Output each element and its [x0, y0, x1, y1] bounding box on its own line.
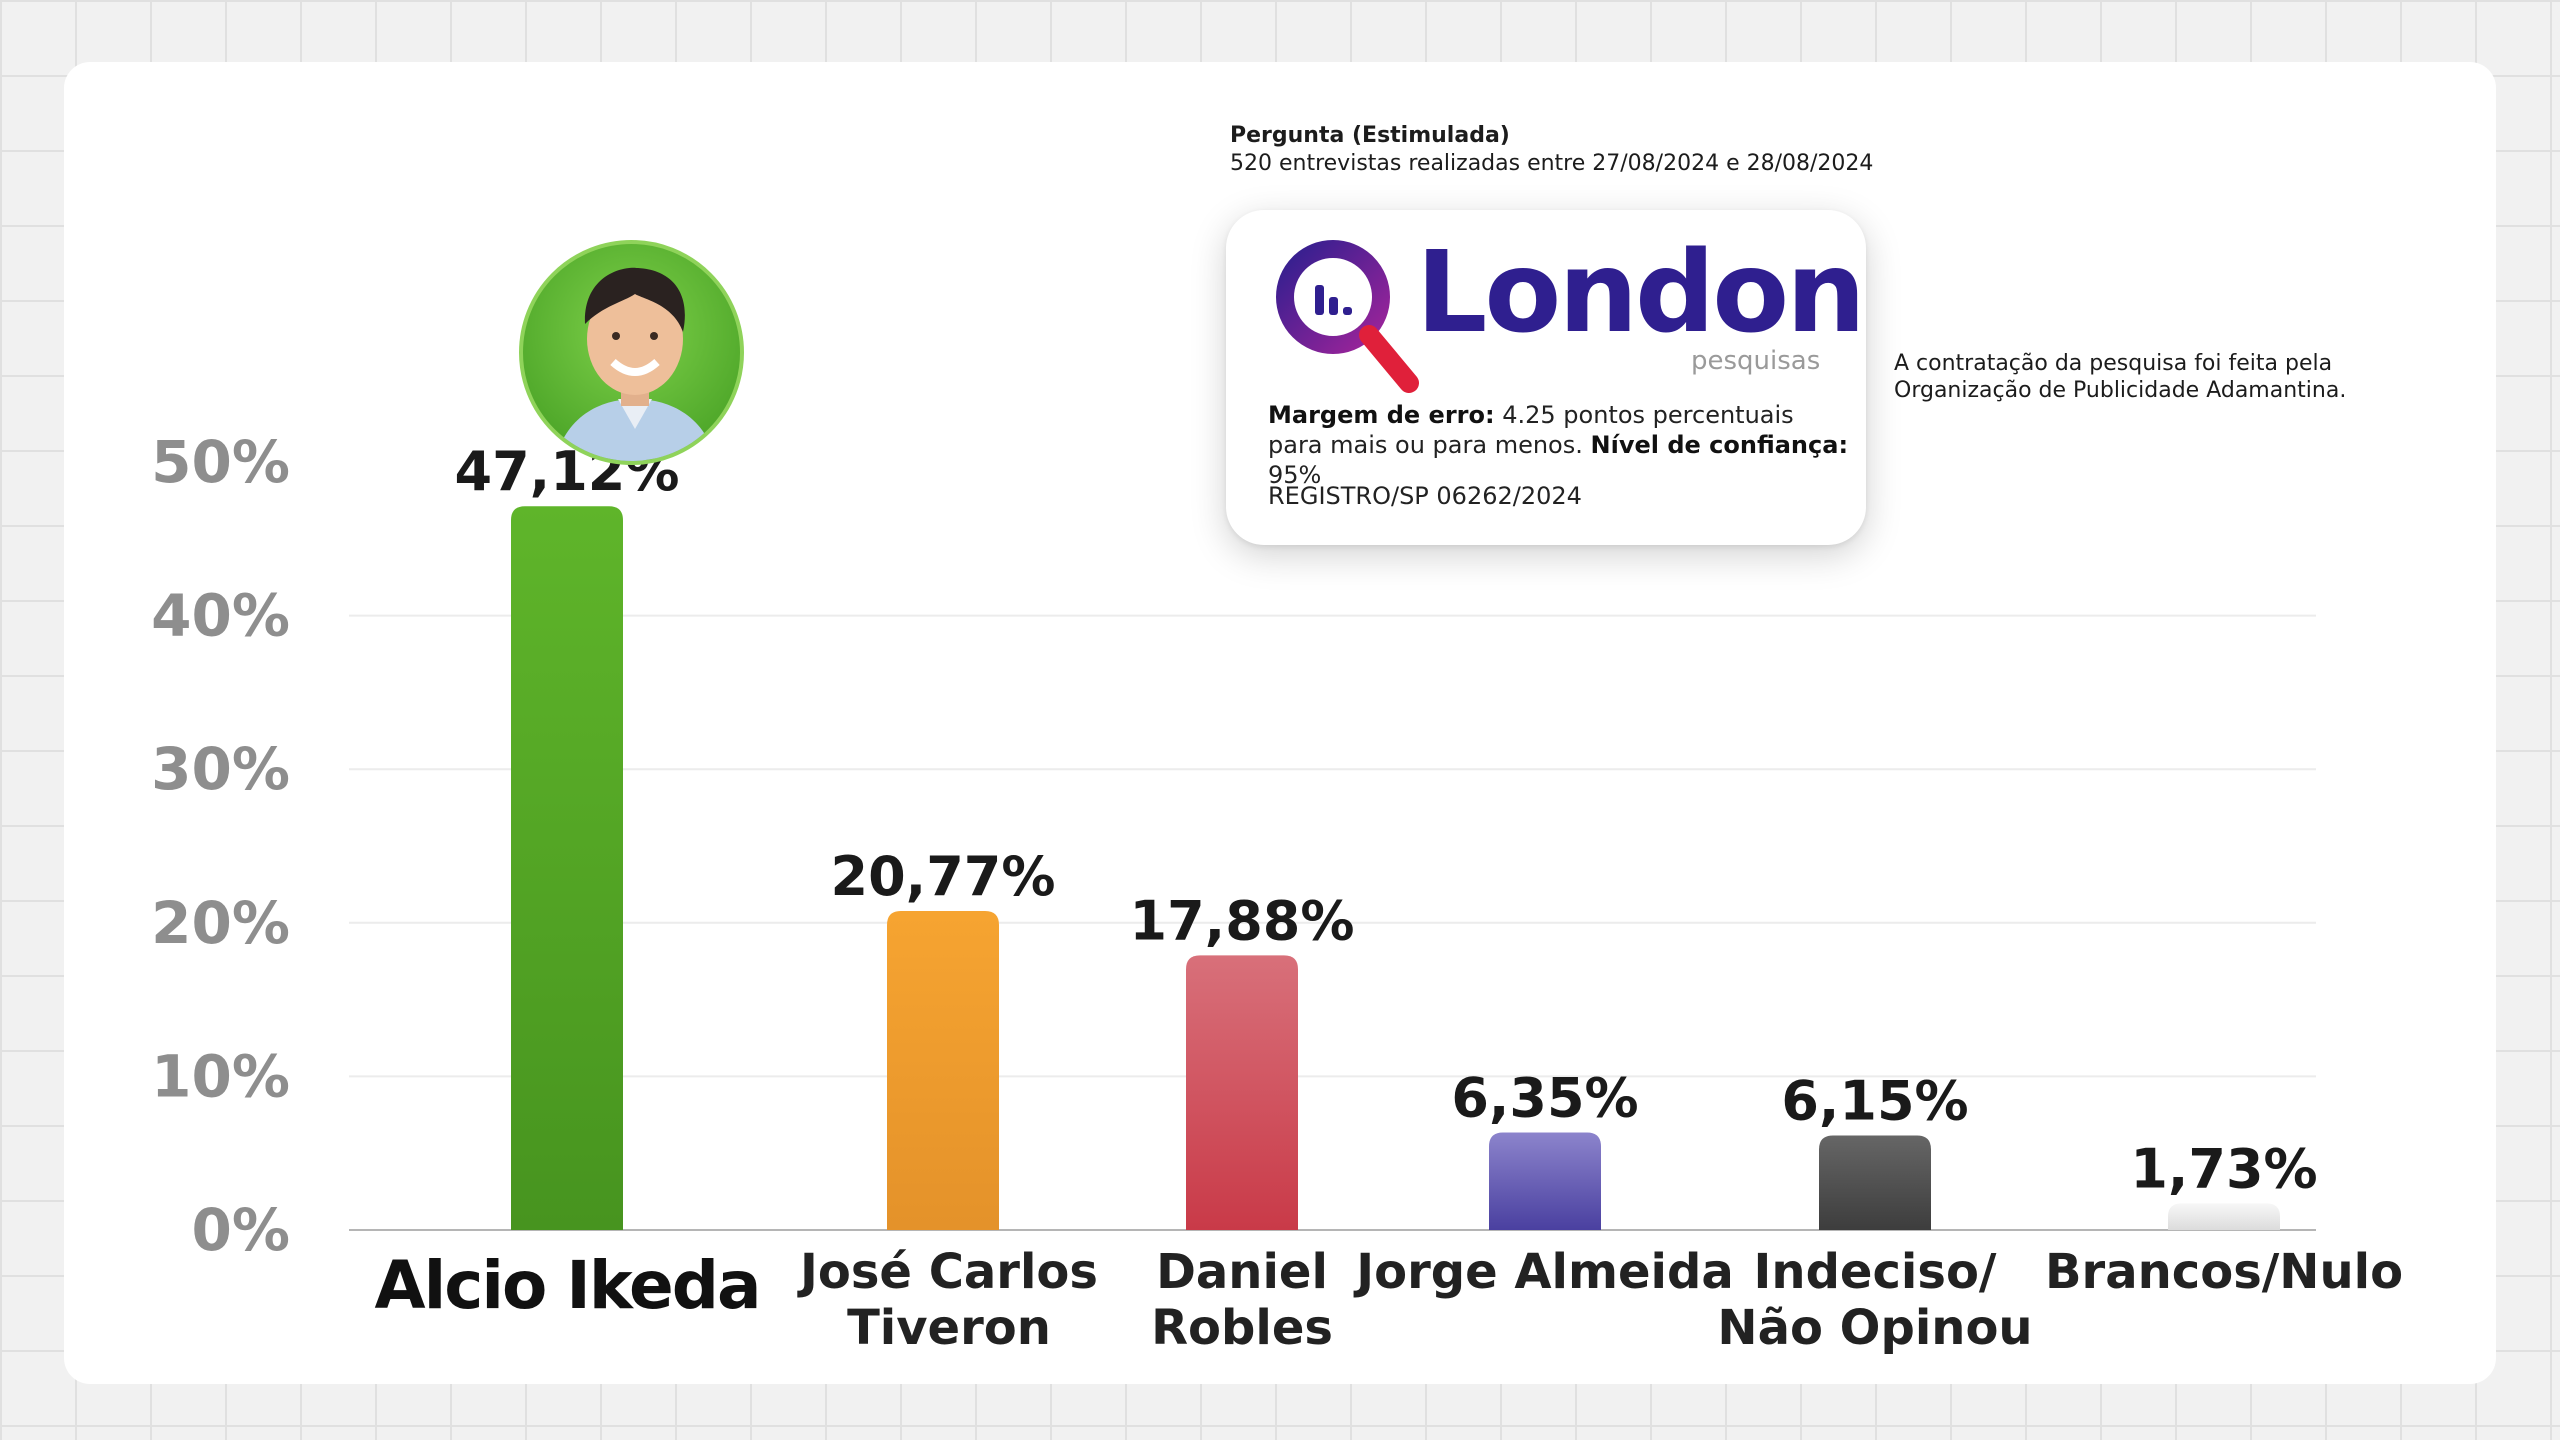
question-label: Pergunta (Estimulada) [1230, 123, 1510, 148]
y-tick-label: 10% [151, 1042, 290, 1110]
confidence-value: 95% [1268, 461, 1322, 489]
x-tick-label: Tiveron [847, 1300, 1051, 1356]
data-label: 20,77% [831, 845, 1056, 908]
x-tick-label: Indeciso/ [1754, 1244, 1997, 1300]
x-tick-label: Jorge Almeida [1353, 1244, 1734, 1300]
bar [2168, 1203, 2280, 1230]
margin-label: Margem de erro: [1268, 401, 1495, 429]
bar [1489, 1132, 1601, 1230]
x-tick-label: Brancos/Nulo [2045, 1244, 2403, 1300]
x-tick-label: Daniel [1156, 1244, 1328, 1300]
bar [511, 506, 623, 1230]
data-label: 6,35% [1451, 1066, 1638, 1129]
data-label: 1,73% [2130, 1137, 2317, 1200]
methodology-text: Margem de erro: 4.25 pontos percentuais … [1268, 400, 1866, 490]
data-label: 17,88% [1130, 889, 1355, 952]
y-tick-label: 30% [151, 735, 290, 803]
y-tick-label: 40% [151, 582, 290, 650]
confidence-label: Nível de confiança: [1590, 431, 1849, 459]
contract-line-1: A contratação da pesquisa foi feita pela [1894, 351, 2333, 376]
interviews-text: 520 entrevistas realizadas entre 27/08/2… [1230, 151, 1874, 176]
pollster-card: London pesquisas Margem de erro: 4.25 po… [1226, 210, 1866, 545]
bar [1186, 955, 1298, 1230]
registration-number: REGISTRO/SP 06262/2024 [1268, 482, 1582, 510]
contract-note: A contratação da pesquisa foi feita pela… [1894, 350, 2346, 404]
y-tick-label: 20% [151, 889, 290, 957]
candidate-photo [519, 240, 744, 465]
margin-value-2: para mais ou para menos. [1268, 431, 1583, 459]
data-label: 6,15% [1781, 1070, 1968, 1133]
bar [887, 910, 999, 1230]
candidate-photo-icon [554, 267, 717, 461]
contract-line-2: Organização de Publicidade Adamantina. [1894, 378, 2347, 403]
margin-value: 4.25 pontos percentuais [1502, 401, 1794, 429]
y-tick-label: 0% [192, 1196, 290, 1264]
bar [1819, 1135, 1931, 1230]
survey-header: Pergunta (Estimulada) 520 entrevistas re… [1230, 122, 1873, 178]
x-tick-label: Não Opinou [1717, 1300, 2032, 1356]
x-tick-label: José Carlos [797, 1244, 1098, 1300]
bar-chart: 0%10%20%30%40%50% 47,12%Alcio Ikeda20,77%… [151, 428, 2403, 1356]
x-tick-label: Alcio Ikeda [375, 1247, 760, 1324]
magnifier-chart-icon [1276, 240, 1419, 393]
pollster-logo-name: London [1416, 228, 1866, 358]
x-tick-label: Robles [1151, 1300, 1333, 1356]
pollster-logo-sub: pesquisas [1691, 346, 1821, 376]
y-tick-label: 50% [151, 428, 290, 496]
